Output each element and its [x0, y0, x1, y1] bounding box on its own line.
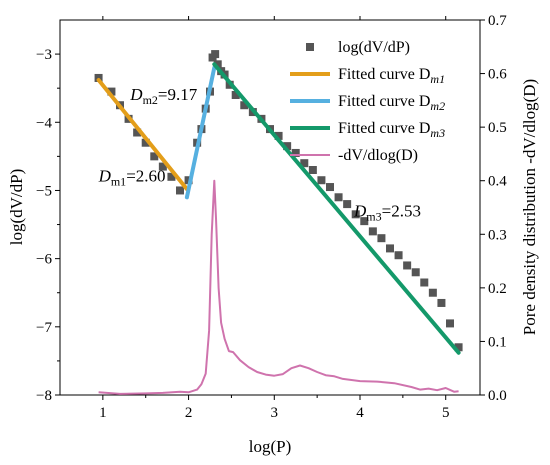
y-axis-left-title: log(dV/dP)	[7, 169, 26, 246]
legend-label-text: -dV/dlog(D)	[338, 147, 418, 164]
scatter-point	[386, 244, 394, 253]
scatter-point	[394, 251, 403, 260]
scatter-point	[326, 183, 334, 192]
y-right-tick-label: 0.1	[488, 334, 507, 350]
scatter-point	[158, 162, 167, 171]
x-tick-label: 4	[356, 405, 364, 421]
annot-subscript: m1	[111, 175, 126, 189]
legend-label-text: Fitted curve D	[338, 66, 430, 83]
scatter-point	[213, 60, 222, 69]
scatter-point	[176, 186, 184, 195]
legend-label: Fitted curve Dm1	[338, 66, 445, 86]
scatter-point	[360, 217, 369, 226]
x-tick-label: 2	[185, 405, 193, 421]
scatter-point	[420, 278, 429, 287]
legend-label: log(dV/dP)	[338, 39, 410, 56]
annot-value: =2.53	[382, 201, 421, 220]
scatter-point	[343, 200, 352, 209]
plot-frame	[59, 19, 481, 396]
y-left-tick-label: −4	[36, 115, 52, 131]
x-axis-title: log(P)	[249, 437, 292, 456]
scatter-point	[167, 172, 176, 181]
legend-label-sub: m2	[430, 99, 445, 113]
scatter-point	[107, 87, 116, 96]
scatter-point	[446, 319, 454, 328]
scatter-point	[454, 343, 463, 352]
scatter-point	[141, 138, 150, 147]
ticks-layer: 1 2 3 4 5 −8 −7 −6 −5 −4 −3 0.0 0.1 0.2 0.3 0.4 0.5 0.6 0.…	[36, 13, 507, 421]
x-tick-label: 3	[271, 405, 279, 421]
y-right-tick-label: 0.5	[488, 120, 507, 136]
scatter-point	[437, 298, 446, 307]
fractal-dimension-label: Dm2=9.17	[129, 85, 197, 107]
legend-label: Fitted curve Dm2	[338, 93, 445, 113]
scatter-point	[368, 227, 377, 236]
legend-label: -dV/dlog(D)	[338, 147, 418, 164]
series-layer	[94, 50, 463, 395]
x-tick-label: 5	[442, 405, 450, 421]
legend-marker	[306, 43, 314, 51]
scatter-point	[317, 176, 326, 185]
legend-label-text: log(dV/dP)	[338, 39, 410, 56]
pore-density-curve	[98, 179, 459, 395]
scatter-point	[300, 159, 309, 168]
annot-symbol: D	[129, 85, 143, 104]
fractal-dimension-label: Dm1=2.60	[98, 167, 166, 189]
y-left-tick-label: −7	[36, 320, 52, 336]
y-right-tick-label: 0.3	[488, 227, 507, 243]
annot-value: =2.60	[126, 167, 165, 186]
legend-label-sub: m3	[430, 126, 445, 140]
x-tick-label: 1	[99, 405, 107, 421]
y-right-tick-label: 0.2	[488, 281, 507, 297]
fitted-line-series	[96, 78, 189, 192]
legend-label-sub: m1	[430, 72, 445, 86]
scatter-point	[240, 101, 249, 110]
annot-symbol: D	[98, 167, 112, 186]
scatter-point	[411, 268, 420, 277]
legend-label-text: Fitted curve D	[338, 93, 430, 110]
scatter-point	[403, 261, 412, 270]
legend-label: Fitted curve Dm3	[338, 120, 445, 140]
y-right-tick-label: 0.0	[488, 388, 507, 404]
y-left-tick-label: −5	[36, 183, 52, 199]
scatter-point	[231, 91, 240, 99]
y-right-tick-label: 0.4	[488, 174, 507, 190]
annot-subscript: m2	[143, 93, 158, 107]
y-right-tick-label: 0.6	[488, 67, 507, 83]
annot-subscript: m3	[366, 209, 381, 223]
scatter-point	[377, 234, 386, 243]
fractal-dimension-label: Dm3=2.53	[353, 201, 421, 223]
legend-label-text: Fitted curve D	[338, 120, 430, 137]
y-left-tick-label: −8	[36, 388, 52, 404]
fitted-line-series	[212, 62, 461, 355]
scatter-point	[150, 152, 159, 161]
scatter-point	[308, 166, 317, 174]
y-right-tick-label: 0.7	[488, 13, 507, 29]
fitted-line-series	[184, 65, 217, 200]
annot-value: =9.17	[158, 85, 198, 104]
scatter-point	[428, 288, 437, 297]
scatter-point	[274, 131, 283, 140]
scatter-point	[291, 148, 300, 157]
annot-symbol: D	[353, 201, 367, 220]
y-axis-right-title: Pore density distribution -dV/dlog(D)	[520, 79, 539, 335]
scatter-point	[211, 50, 220, 59]
scatter-point	[351, 210, 360, 219]
scatter-point	[94, 73, 103, 82]
scatter-point	[283, 142, 292, 151]
y-left-tick-label: −3	[36, 47, 52, 63]
y-left-tick-label: −6	[36, 252, 52, 268]
scatter-point	[133, 128, 142, 137]
scatter-point	[334, 193, 343, 202]
